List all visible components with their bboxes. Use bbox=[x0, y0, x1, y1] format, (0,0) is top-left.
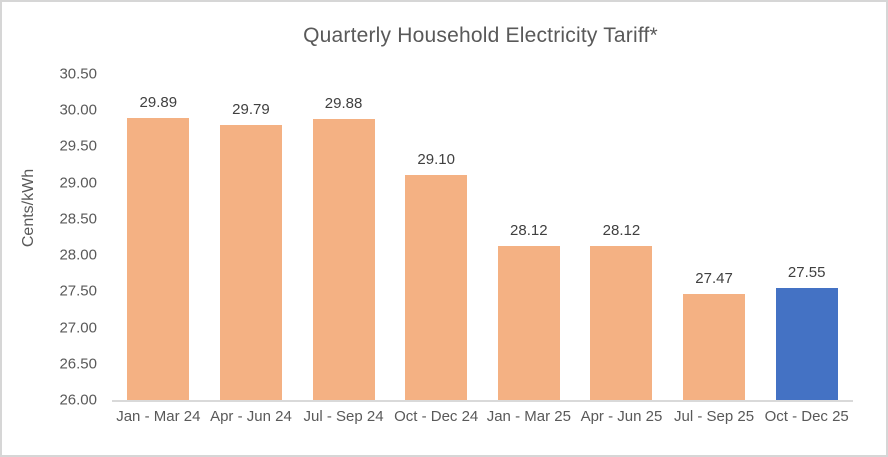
x-category-label: Jan - Mar 25 bbox=[486, 408, 571, 425]
y-tick-label: 29.00 bbox=[59, 174, 97, 192]
y-tick-label: 28.50 bbox=[59, 210, 97, 228]
y-tick-label: 27.00 bbox=[59, 319, 97, 337]
bar-jul-sep-24 bbox=[312, 118, 375, 400]
bar-apr-jun-25 bbox=[590, 246, 653, 400]
x-axis: Jan - Mar 24 Apr - Jun 24 Jul - Sep 24 Oct … bbox=[112, 408, 853, 432]
bar-apr-jun-24 bbox=[219, 125, 282, 400]
y-tick-label: 30.00 bbox=[59, 101, 97, 119]
x-category-label: Jul - Sep 24 bbox=[303, 408, 384, 425]
y-axis: 30.50 30.00 29.50 29.00 28.50 28.00 27.50 27.00… bbox=[2, 2, 97, 455]
bar-jan-mar-25 bbox=[497, 246, 560, 400]
bar-data-label: 29.10 bbox=[417, 151, 455, 169]
bar-data-label: 27.47 bbox=[695, 269, 733, 287]
y-tick-label: 28.00 bbox=[59, 246, 97, 264]
bar-data-label: 28.12 bbox=[510, 222, 548, 240]
bar-data-label: 27.55 bbox=[787, 263, 826, 281]
x-category-label: Apr - Jun 24 bbox=[210, 408, 292, 425]
bar-data-label: 29.79 bbox=[232, 101, 270, 119]
y-tick-label: 29.50 bbox=[59, 137, 97, 155]
bar-oct-dec-24 bbox=[405, 175, 468, 400]
plot-area: 29.89 29.79 29.88 29.10 28.12 28.12 27.47 27.55 bbox=[112, 74, 853, 402]
y-tick-label: 30.50 bbox=[59, 65, 97, 83]
bar-data-label: 28.12 bbox=[602, 222, 641, 240]
bar-data-label: 29.88 bbox=[324, 94, 363, 112]
x-category-label: Jul - Sep 25 bbox=[674, 408, 755, 425]
bar-jul-sep-25 bbox=[683, 293, 746, 400]
y-tick-label: 26.00 bbox=[59, 391, 97, 409]
x-category-label: Apr - Jun 25 bbox=[580, 408, 663, 425]
bar-jan-mar-24 bbox=[127, 118, 190, 400]
y-tick-label: 27.50 bbox=[59, 282, 97, 300]
x-category-label: Jan - Mar 24 bbox=[116, 408, 201, 425]
chart-title: Quarterly Household Electricity Tariff* bbox=[303, 24, 658, 47]
bar-oct-dec-25 bbox=[775, 287, 838, 400]
x-category-label: Oct - Dec 25 bbox=[764, 408, 849, 425]
x-category-label: Oct - Dec 24 bbox=[394, 408, 479, 425]
bar-data-label: 29.89 bbox=[139, 94, 178, 112]
y-tick-label: 26.50 bbox=[59, 355, 97, 373]
